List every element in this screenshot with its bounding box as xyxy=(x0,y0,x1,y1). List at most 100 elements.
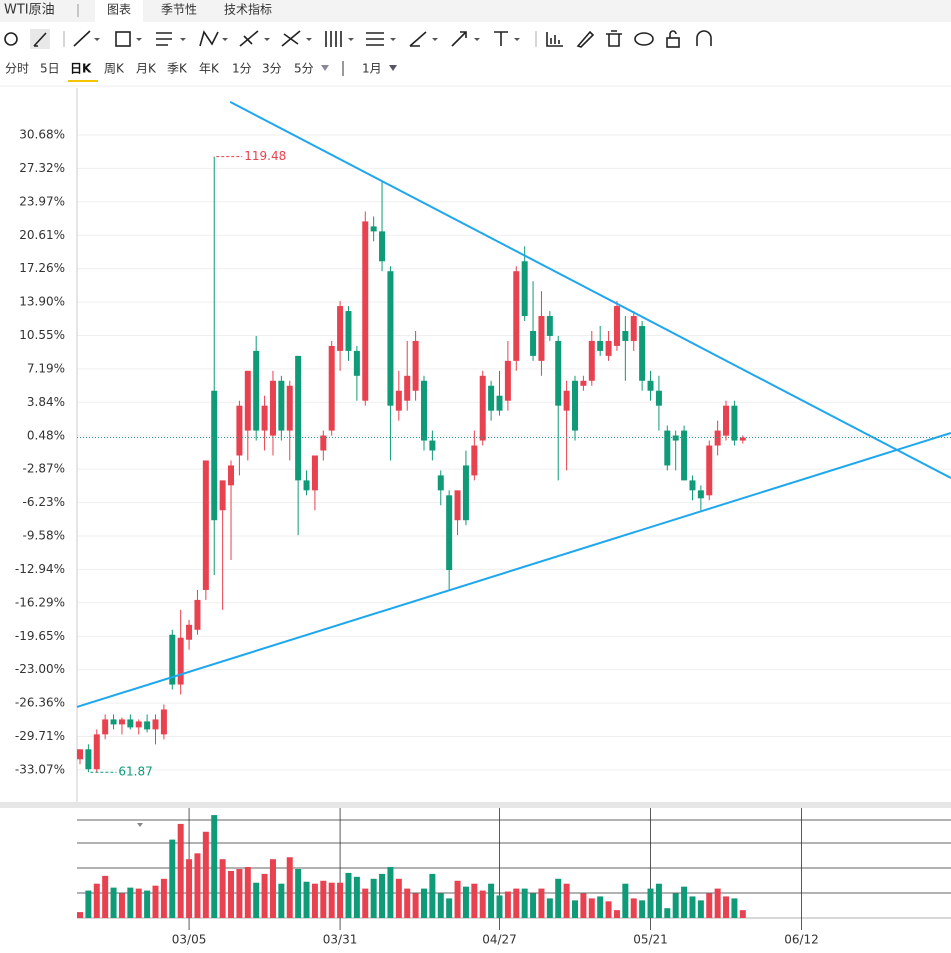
tab[interactable]: 技术指标 xyxy=(224,2,272,17)
candle-body xyxy=(135,721,142,728)
period[interactable]: 周K xyxy=(104,62,125,76)
candle-body xyxy=(588,340,595,381)
candle-body xyxy=(194,599,201,630)
candle-body xyxy=(202,460,209,590)
period[interactable]: 季K xyxy=(167,62,188,76)
volume-bar xyxy=(513,888,520,918)
period[interactable]: 5日 xyxy=(40,62,60,76)
volume-bar xyxy=(446,898,453,918)
volume-bar xyxy=(194,853,201,918)
candle-body xyxy=(513,271,520,361)
volume-bar xyxy=(630,898,637,918)
tool-icon[interactable] xyxy=(366,32,384,46)
volume-bar xyxy=(639,900,646,918)
tool-icon[interactable] xyxy=(73,30,91,47)
tab[interactable]: 图表 xyxy=(107,3,131,17)
period[interactable]: 分时 xyxy=(5,62,29,76)
y-tick-label: 20.61% xyxy=(19,228,65,242)
candle-body xyxy=(546,316,553,336)
volume-pane: 03/05 03/31 04/27 05/21 06/12 xyxy=(77,808,819,947)
volume-bar xyxy=(488,883,495,918)
volume-bar xyxy=(303,881,310,918)
period[interactable]: 3分 xyxy=(262,62,282,76)
candle-body xyxy=(714,430,721,446)
tool-icon[interactable] xyxy=(156,32,172,46)
candle-body xyxy=(395,390,402,411)
volume-bar xyxy=(580,893,587,918)
dropdown[interactable] xyxy=(321,65,329,71)
tool-icon[interactable] xyxy=(451,31,467,47)
period[interactable]: 日K xyxy=(70,62,92,76)
tool-icon[interactable] xyxy=(494,31,508,46)
period[interactable]: 月K xyxy=(136,62,157,76)
tool-icon[interactable] xyxy=(669,30,677,38)
tool-icon[interactable] xyxy=(634,32,654,46)
volume-bar xyxy=(655,883,662,918)
period[interactable]: 5分 xyxy=(294,62,314,76)
tool-icon[interactable] xyxy=(115,31,131,47)
tool-icon[interactable] xyxy=(576,30,595,48)
candle-body xyxy=(462,465,469,521)
tool-icon[interactable] xyxy=(199,30,219,47)
volume-bar xyxy=(362,888,369,918)
volume-bar xyxy=(370,878,377,918)
candle-body xyxy=(228,465,235,486)
candle-body xyxy=(127,719,134,728)
y-tick-label: 27.32% xyxy=(19,161,65,175)
volume-bar xyxy=(395,878,402,918)
candle-body xyxy=(597,340,604,351)
tool-icon[interactable] xyxy=(546,32,563,47)
candle-body xyxy=(311,455,318,491)
volume-bar xyxy=(739,910,746,918)
y-tick-label: 3.84% xyxy=(27,395,65,409)
volume-bar xyxy=(404,888,411,918)
tool-icon[interactable] xyxy=(666,37,680,48)
candle-body xyxy=(471,445,478,476)
period[interactable]: 1分 xyxy=(232,62,252,76)
candle-body xyxy=(328,345,335,431)
volume-bar xyxy=(555,878,562,918)
y-tick-label: -33.07% xyxy=(15,762,65,776)
volume-bar xyxy=(311,883,318,918)
tool-icon[interactable] xyxy=(4,32,18,46)
y-tick-label: -23.00% xyxy=(15,662,65,676)
volume-bar xyxy=(496,895,503,918)
candle-body xyxy=(404,375,411,401)
candle-body xyxy=(387,271,394,406)
tab[interactable]: 季节性 xyxy=(161,3,197,17)
volume-bar xyxy=(504,891,511,918)
volume-bar xyxy=(647,888,654,918)
volume-bar xyxy=(85,890,92,918)
candle-body xyxy=(102,719,109,735)
candle-body xyxy=(362,221,369,401)
tool-icon[interactable] xyxy=(696,30,712,46)
candle-body xyxy=(437,475,444,491)
candle-body xyxy=(286,385,293,431)
volume-bar xyxy=(613,910,620,918)
dropdown[interactable] xyxy=(389,65,397,71)
tool-icon[interactable] xyxy=(239,30,259,47)
candle-body xyxy=(295,355,302,481)
volume-bar xyxy=(572,900,579,918)
volume-bar xyxy=(77,912,83,918)
candle-body xyxy=(572,380,579,431)
candle-body xyxy=(337,306,344,351)
candle-body xyxy=(429,440,436,451)
tool-icon[interactable] xyxy=(325,31,342,47)
tool-icon[interactable] xyxy=(409,31,427,47)
y-tick-label: -2.87% xyxy=(23,462,65,476)
price-pane: 30.68% 27.32% 23.97% 20.61% 17.26% 13.90% 10.5… xyxy=(15,88,951,802)
period-underline xyxy=(68,80,98,82)
toolbar xyxy=(4,29,712,49)
tool-icon[interactable] xyxy=(606,30,622,47)
candle-body xyxy=(521,261,528,317)
volume-bar xyxy=(177,823,184,918)
candle-body xyxy=(186,624,193,640)
periods: 分时 5日 日K 周K 月K 季K 年K 1分 3分 5分 xyxy=(5,62,314,82)
range[interactable]: 1月 xyxy=(362,62,382,76)
period[interactable]: 年K xyxy=(199,62,220,76)
tool-icon[interactable] xyxy=(281,30,301,47)
marker xyxy=(137,823,143,827)
tool-icon[interactable] xyxy=(33,32,47,47)
